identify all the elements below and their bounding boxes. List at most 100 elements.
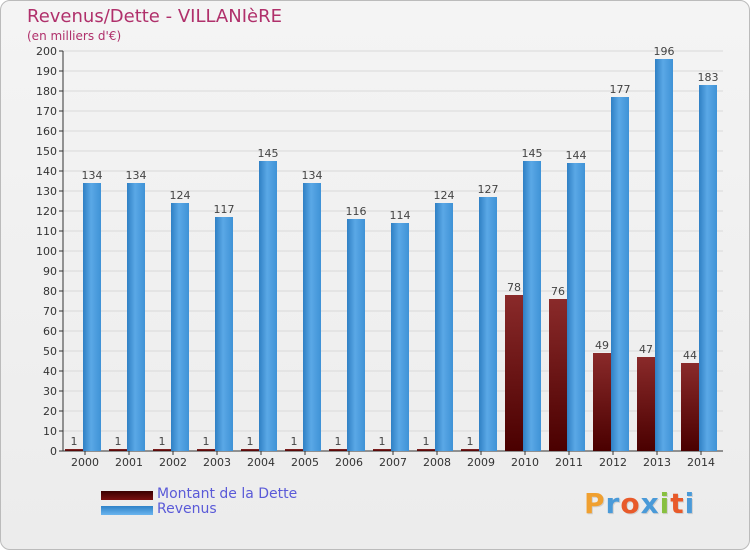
y-tick-label: 190: [36, 65, 57, 78]
bar-revenus-2000: [83, 183, 101, 451]
label-revenus-2008: 124: [434, 189, 455, 202]
y-tick-label: 110: [36, 225, 57, 238]
chart-title: Revenus/Dette - VILLANIèRE: [27, 6, 282, 27]
bar-dette-2009: [461, 449, 479, 451]
bar-dette-2001: [109, 449, 127, 451]
x-tick-label: 2013: [643, 456, 671, 469]
label-revenus-2002: 124: [170, 189, 191, 202]
y-tick-label: 150: [36, 145, 57, 158]
label-revenus-2007: 114: [390, 209, 411, 222]
chart-subtitle: (en milliers d'€): [27, 29, 122, 43]
label-revenus-2010: 145: [522, 147, 543, 160]
bar-dette-2011: [549, 299, 567, 451]
label-dette-2007: 1: [379, 435, 386, 448]
bar-revenus-2006: [347, 219, 365, 451]
x-tick-label: 2006: [335, 456, 363, 469]
label-dette-2003: 1: [203, 435, 210, 448]
bar-dette-2014: [681, 363, 699, 451]
y-tick-label: 200: [36, 45, 57, 58]
label-dette-2008: 1: [423, 435, 430, 448]
bar-dette-2005: [285, 449, 303, 451]
label-dette-2012: 49: [595, 339, 609, 352]
label-dette-2013: 47: [639, 343, 653, 356]
bar-revenus-2012: [611, 97, 629, 451]
logo-letter: i: [659, 487, 671, 520]
label-dette-2006: 1: [335, 435, 342, 448]
label-dette-2002: 1: [159, 435, 166, 448]
x-tick-label: 2007: [379, 456, 407, 469]
label-revenus-2006: 116: [346, 205, 367, 218]
label-revenus-2005: 134: [302, 169, 323, 182]
logo-letter: r: [605, 487, 621, 520]
label-dette-2005: 1: [291, 435, 298, 448]
y-tick-label: 80: [43, 285, 57, 298]
logo-letter: P: [584, 487, 606, 520]
label-revenus-2012: 177: [610, 83, 631, 96]
label-dette-2004: 1: [247, 435, 254, 448]
label-dette-2000: 1: [71, 435, 78, 448]
x-tick-label: 2001: [115, 456, 143, 469]
label-revenus-2009: 127: [478, 183, 499, 196]
y-tick-label: 180: [36, 85, 57, 98]
bar-revenus-2005: [303, 183, 321, 451]
bar-revenus-2002: [171, 203, 189, 451]
label-revenus-2004: 145: [258, 147, 279, 160]
label-dette-2001: 1: [115, 435, 122, 448]
bar-dette-2013: [637, 357, 655, 451]
bar-dette-2003: [197, 449, 215, 451]
label-dette-2014: 44: [683, 349, 697, 362]
x-tick-label: 2002: [159, 456, 187, 469]
x-tick-label: 2009: [467, 456, 495, 469]
logo-letter: t: [670, 487, 685, 520]
y-tick-label: 0: [50, 445, 57, 458]
proxiti-logo: Proxiti: [584, 487, 695, 520]
x-tick-label: 2005: [291, 456, 319, 469]
bar-revenus-2013: [655, 59, 673, 451]
legend-swatch-revenus: [101, 506, 153, 515]
bar-revenus-2003: [215, 217, 233, 451]
x-tick-label: 2004: [247, 456, 275, 469]
bar-dette-2002: [153, 449, 171, 451]
label-dette-2010: 78: [507, 281, 521, 294]
y-tick-label: 90: [43, 265, 57, 278]
bar-dette-2010: [505, 295, 523, 451]
bar-revenus-2009: [479, 197, 497, 451]
label-revenus-2001: 134: [126, 169, 147, 182]
label-revenus-2011: 144: [566, 149, 587, 162]
label-revenus-2000: 134: [82, 169, 103, 182]
bar-revenus-2011: [567, 163, 585, 451]
y-tick-label: 20: [43, 405, 57, 418]
y-tick-label: 10: [43, 425, 57, 438]
y-tick-label: 160: [36, 125, 57, 138]
y-tick-label: 120: [36, 205, 57, 218]
legend-label-revenus: Revenus: [157, 501, 217, 517]
x-tick-label: 2008: [423, 456, 451, 469]
x-tick-label: 2014: [687, 456, 715, 469]
label-revenus-2014: 183: [698, 71, 719, 84]
bar-revenus-2008: [435, 203, 453, 451]
bar-revenus-2004: [259, 161, 277, 451]
label-revenus-2013: 196: [654, 45, 675, 58]
logo-letter: o: [620, 487, 641, 520]
bar-dette-2012: [593, 353, 611, 451]
logo-letter: i: [684, 487, 696, 520]
bar-dette-2000: [65, 449, 83, 451]
x-tick-label: 2010: [511, 456, 539, 469]
y-tick-label: 60: [43, 325, 57, 338]
legend-label-dette: Montant de la Dette: [157, 486, 298, 502]
label-revenus-2003: 117: [214, 203, 235, 216]
bar-revenus-2007: [391, 223, 409, 451]
y-tick-label: 30: [43, 385, 57, 398]
x-tick-label: 2011: [555, 456, 583, 469]
y-tick-label: 140: [36, 165, 57, 178]
bar-dette-2004: [241, 449, 259, 451]
y-tick-label: 50: [43, 345, 57, 358]
logo-letter: x: [640, 487, 660, 520]
x-tick-label: 2012: [599, 456, 627, 469]
bar-dette-2006: [329, 449, 347, 451]
bar-revenus-2014: [699, 85, 717, 451]
y-tick-label: 70: [43, 305, 57, 318]
x-tick-label: 2000: [71, 456, 99, 469]
